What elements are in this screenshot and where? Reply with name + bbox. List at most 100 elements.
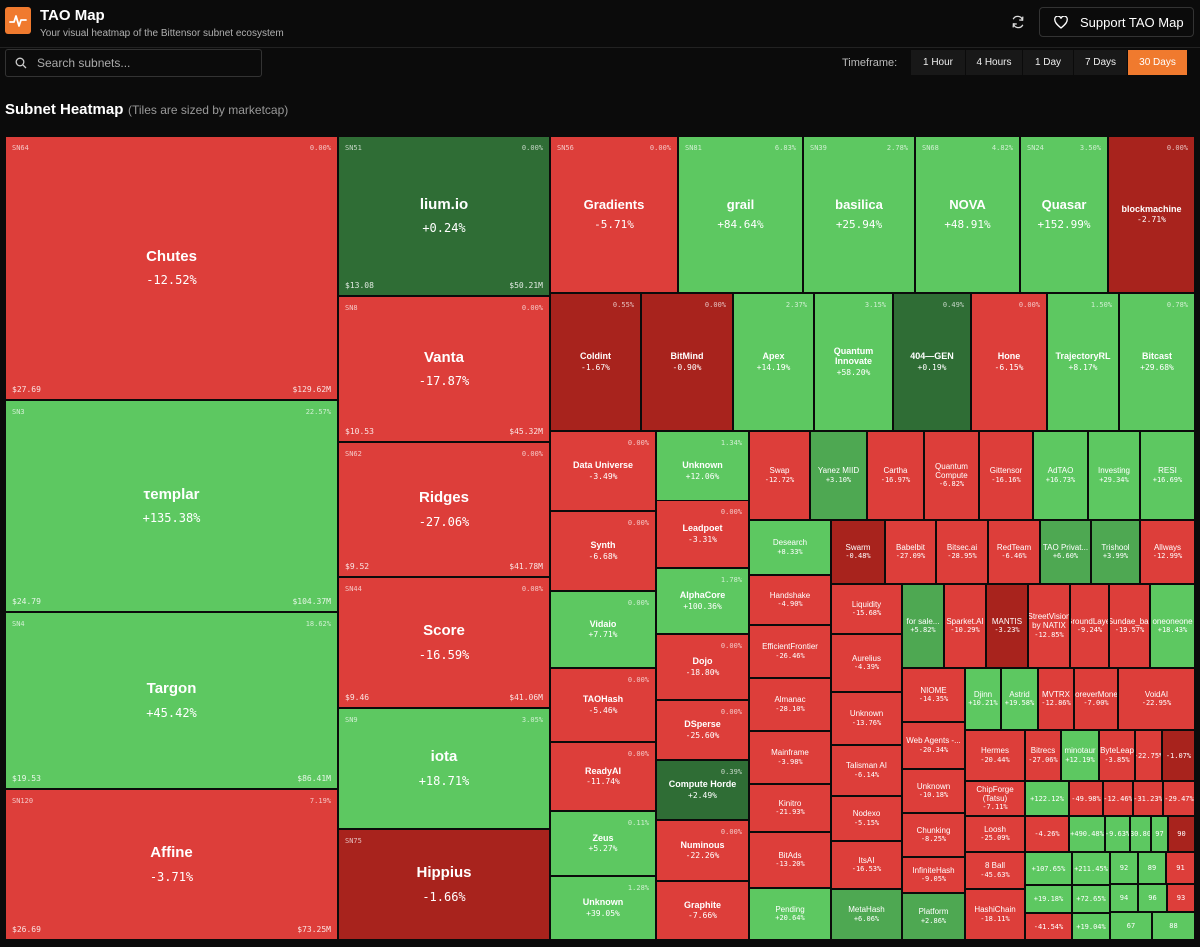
subnet-tile[interactable]: 0.00% blockmachine -2.71% xyxy=(1108,136,1195,293)
subnet-tile[interactable]: 0.00% Leadpoet -3.31% xyxy=(656,500,749,568)
subnet-tile[interactable]: for sale... +5.82% xyxy=(902,584,944,668)
subnet-tile[interactable]: 0.00% DSperse -25.60% xyxy=(656,700,749,760)
subnet-tile[interactable]: Web Agents -... -20.34% xyxy=(902,722,965,769)
subnet-tile[interactable]: -41.54% xyxy=(1025,913,1072,940)
subnet-tile[interactable]: 97 xyxy=(1151,816,1168,852)
subnet-tile[interactable]: Aurelius -4.39% xyxy=(831,634,902,692)
subnet-tile[interactable]: Nodexo -5.15% xyxy=(831,796,902,841)
subnet-tile[interactable]: SN64 0.00% Chutes -12.52% $27.69 $129.62M xyxy=(5,136,338,400)
subnet-tile[interactable]: NIOME -14.35% xyxy=(902,668,965,722)
subnet-tile[interactable]: RESI +16.69% xyxy=(1140,431,1195,520)
subnet-tile[interactable]: Graphite -7.66% xyxy=(656,881,749,940)
subnet-tile[interactable]: HashiChain -18.11% xyxy=(965,889,1025,940)
subnet-tile[interactable]: Bitrecs -27.06% xyxy=(1025,730,1061,781)
timeframe-1d-button[interactable]: 1 Day xyxy=(1023,50,1073,75)
subnet-tile[interactable]: Talisman AI -6.14% xyxy=(831,745,902,796)
subnet-tile[interactable]: SN39 2.78% basilica +25.94% xyxy=(803,136,915,293)
subnet-tile[interactable]: Almanac -28.10% xyxy=(749,678,831,731)
subnet-tile[interactable]: -22.75% xyxy=(1135,730,1162,781)
support-button[interactable]: Support TAO Map xyxy=(1039,7,1194,37)
subnet-tile[interactable]: +30.80% xyxy=(1130,816,1151,852)
subnet-tile[interactable]: -9.63% xyxy=(1105,816,1130,852)
subnet-tile[interactable]: Platform +2.86% xyxy=(902,893,965,940)
subnet-tile[interactable]: 67 xyxy=(1110,912,1152,940)
subnet-tile[interactable]: Babelbit -27.09% xyxy=(885,520,936,584)
subnet-tile[interactable]: +72.65% xyxy=(1072,885,1110,913)
subnet-tile[interactable]: Kinitro -21.93% xyxy=(749,784,831,832)
subnet-tile[interactable]: 94 xyxy=(1110,884,1138,912)
subnet-tile[interactable]: RedTeam -6.46% xyxy=(988,520,1040,584)
subnet-tile[interactable]: Swap -12.72% xyxy=(749,431,810,520)
subnet-tile[interactable]: MetaHash +6.06% xyxy=(831,889,902,940)
subnet-tile[interactable]: 88 xyxy=(1152,912,1195,940)
subnet-tile[interactable]: +211.45% xyxy=(1072,852,1110,885)
subnet-tile[interactable]: StreetVision by NATIX -12.85% xyxy=(1028,584,1070,668)
subnet-tile[interactable]: Liquidity -15.68% xyxy=(831,584,902,634)
search-input[interactable] xyxy=(35,55,249,71)
subnet-tile[interactable]: Loosh -25.09% xyxy=(965,816,1025,852)
subnet-tile[interactable]: ItsAI -16.53% xyxy=(831,841,902,889)
subnet-tile[interactable]: Cartha -16.97% xyxy=(867,431,924,520)
subnet-tile[interactable]: SN62 0.00% Ridges -27.06% $9.52 $41.78M xyxy=(338,442,550,577)
subnet-tile[interactable]: 0.00% Numinous -22.26% xyxy=(656,820,749,881)
subnet-tile[interactable]: -12.46% xyxy=(1103,781,1133,816)
subnet-tile[interactable]: 0.49% 404—GEN +0.19% xyxy=(893,293,971,431)
subnet-tile[interactable]: -4.26% xyxy=(1025,816,1069,852)
subnet-tile[interactable]: MVTRX -12.86% xyxy=(1038,668,1074,730)
search-box[interactable] xyxy=(5,49,262,77)
subnet-tile[interactable]: Bitsec.ai -28.95% xyxy=(936,520,988,584)
subnet-tile[interactable]: Investing +29.34% xyxy=(1088,431,1140,520)
subnet-tile[interactable]: 0.00% Hone -6.15% xyxy=(971,293,1047,431)
subnet-tile[interactable]: SN75 Hippius -1.66% xyxy=(338,829,550,940)
subnet-tile[interactable]: InfiniteHash -9.05% xyxy=(902,857,965,893)
subnet-tile[interactable]: +19.18% xyxy=(1025,885,1072,913)
subnet-tile[interactable]: SN120 7.19% Affine -3.71% $26.69 $73.25M xyxy=(5,789,338,940)
timeframe-1h-button[interactable]: 1 Hour xyxy=(911,50,965,75)
subnet-tile[interactable]: SN56 0.00% Gradients -5.71% xyxy=(550,136,678,293)
subnet-tile[interactable]: 0.00% Data Universe -3.49% xyxy=(550,431,656,511)
subnet-tile[interactable]: 2.37% Apex +14.19% xyxy=(733,293,814,431)
subnet-tile[interactable]: 1.78% AlphaCore +100.36% xyxy=(656,568,749,634)
subnet-tile[interactable]: 1.34% Unknown +12.06% xyxy=(656,431,749,511)
subnet-tile[interactable]: Gittensor -16.16% xyxy=(979,431,1033,520)
subnet-tile[interactable]: oneoneone +18.43% xyxy=(1150,584,1195,668)
subnet-tile[interactable]: 0.00% Synth -6.68% xyxy=(550,511,656,591)
subnet-tile[interactable]: SN44 0.08% Score -16.59% $9.46 $41.06M xyxy=(338,577,550,708)
subnet-tile[interactable]: 96 xyxy=(1138,884,1167,912)
subnet-tile[interactable]: 0.78% Bitcast +29.68% xyxy=(1119,293,1195,431)
subnet-tile[interactable]: minotaur +12.19% xyxy=(1061,730,1099,781)
subnet-tile[interactable]: Astrid +19.58% xyxy=(1001,668,1038,730)
subnet-tile[interactable]: 89 xyxy=(1138,852,1166,884)
subnet-tile[interactable]: SN81 6.83% grail +84.64% xyxy=(678,136,803,293)
subnet-tile[interactable]: Sparket.AI -10.29% xyxy=(944,584,986,668)
subnet-tile[interactable]: Pending +20.64% xyxy=(749,888,831,940)
subnet-tile[interactable]: SN9 3.05% iota +18.71% xyxy=(338,708,550,829)
subnet-tile[interactable]: -1.07% xyxy=(1162,730,1195,781)
timeframe-4h-button[interactable]: 4 Hours xyxy=(966,50,1022,75)
subnet-tile[interactable]: EfficientFrontier -26.46% xyxy=(749,625,831,678)
subnet-tile[interactable]: ForeverMoney-7.00% xyxy=(1074,668,1118,730)
subnet-tile[interactable]: Quantum Compute -6.82% xyxy=(924,431,979,520)
subnet-tile[interactable]: +122.12% xyxy=(1025,781,1069,816)
subnet-tile[interactable]: Handshake -4.90% xyxy=(749,575,831,625)
subnet-tile[interactable]: Mainframe -3.98% xyxy=(749,731,831,784)
subnet-tile[interactable]: -31.23% xyxy=(1133,781,1163,816)
subnet-tile[interactable]: Unknown -13.76% xyxy=(831,692,902,745)
subnet-tile[interactable]: 1.28% Unknown +39.05% xyxy=(550,876,656,940)
subnet-tile[interactable]: 0.00% ReadyAI -11.74% xyxy=(550,742,656,811)
subnet-tile[interactable]: +107.65% xyxy=(1025,852,1072,885)
subnet-tile[interactable]: BitAds -13.20% xyxy=(749,832,831,888)
subnet-tile[interactable]: SN8 0.00% Vanta -17.87% $10.53 $45.32M xyxy=(338,296,550,442)
subnet-tile[interactable]: -49.98% xyxy=(1069,781,1103,816)
subnet-tile[interactable]: 91 xyxy=(1166,852,1195,884)
subnet-tile[interactable]: Trishool +3.99% xyxy=(1091,520,1140,584)
subnet-tile[interactable]: 8 Ball -45.63% xyxy=(965,852,1025,889)
subnet-tile[interactable]: 0.00% BitMind -0.90% xyxy=(641,293,733,431)
subnet-tile[interactable]: SN68 4.82% NOVA +48.91% xyxy=(915,136,1020,293)
subnet-tile[interactable]: ByteLeap -3.85% xyxy=(1099,730,1135,781)
subnet-tile[interactable]: Swarm -0.48% xyxy=(831,520,885,584)
subnet-tile[interactable]: AdTAO +16.73% xyxy=(1033,431,1088,520)
timeframe-7d-button[interactable]: 7 Days xyxy=(1074,50,1127,75)
refresh-icon[interactable] xyxy=(1004,8,1032,36)
subnet-tile[interactable]: 0.39% Compute Horde +2.49% xyxy=(656,760,749,820)
